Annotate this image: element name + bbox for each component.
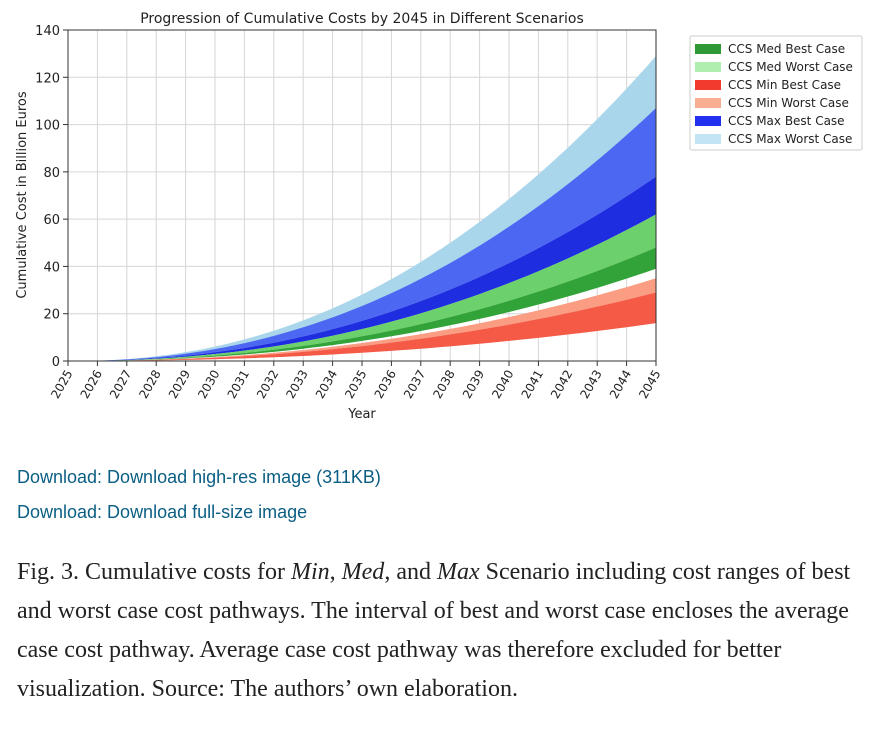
x-tick-label: 2045 (636, 368, 663, 401)
x-tick-label: 2041 (519, 368, 546, 401)
x-tick-label: 2044 (607, 368, 634, 401)
chart: Progression of Cumulative Costs by 2045 … (15, 11, 863, 422)
x-tick-label: 2032 (254, 368, 281, 401)
band-max-worst (68, 56, 656, 361)
y-tick-label: 100 (35, 119, 60, 134)
legend-label: CCS Min Best Case (728, 78, 841, 92)
caption-sep1: , (329, 559, 342, 585)
legend-box (689, 35, 863, 151)
figure: Progression of Cumulative Costs by 2045 … (15, 11, 863, 422)
y-tick-label: 80 (43, 166, 60, 181)
legend-label: CCS Med Best Case (728, 42, 845, 56)
legend-swatch (695, 98, 721, 108)
caption-rest: Scenario including cost ranges of best a… (17, 559, 851, 702)
x-tick-label: 2039 (460, 368, 487, 401)
legend-label: CCS Med Worst Case (728, 60, 853, 74)
download-full-size-link[interactable]: Download: Download full-size image (17, 502, 308, 522)
x-tick-label: 2040 (489, 368, 516, 401)
y-tick-label: 40 (43, 260, 60, 275)
chart-title: Progression of Cumulative Costs by 2045 … (140, 11, 584, 27)
x-tick-label: 2034 (313, 368, 340, 401)
legend-swatch (695, 80, 721, 90)
caption-prefix: Fig. 3. Cumulative costs for (17, 559, 291, 585)
legend-label: CCS Max Worst Case (728, 132, 852, 146)
legend-label: CCS Min Worst Case (728, 96, 849, 110)
band-min-best (68, 292, 656, 361)
x-ticks: 2025 2026 2027 2028 2029 2030 2031 2032 2033 2034… (48, 361, 664, 401)
areas (68, 56, 656, 362)
y-tick-label: 120 (35, 71, 60, 86)
x-tick-label: 2025 (48, 368, 75, 401)
y-tick-label: 20 (43, 308, 60, 323)
caption-med: Med (341, 559, 385, 585)
x-tick-label: 2043 (577, 368, 604, 401)
y-tick-label: 0 (52, 355, 60, 370)
legend-swatch (695, 134, 721, 144)
x-tick-label: 2036 (372, 368, 399, 401)
y-tick-label: 140 (35, 24, 60, 39)
download-links: Download: Download high-res image (311KB… (17, 460, 381, 530)
x-tick-label: 2033 (283, 368, 310, 401)
legend-swatch (695, 62, 721, 72)
caption-max: Max (436, 559, 480, 585)
download-high-res-link[interactable]: Download: Download high-res image (311KB… (17, 467, 381, 487)
band-med-worst (68, 214, 656, 361)
x-tick-label: 2030 (195, 368, 222, 401)
caption-sep2: , and (384, 559, 437, 585)
x-tick-label: 2035 (342, 368, 369, 401)
x-tick-label: 2031 (225, 368, 252, 401)
y-tick-label: 60 (43, 213, 60, 228)
x-tick-label: 2038 (430, 368, 457, 401)
y-ticks: 0 20 40 60 80 100 120 140 (35, 24, 68, 370)
x-tick-label: 2027 (107, 368, 134, 401)
legend-swatch (695, 44, 721, 54)
band-max-overlap (68, 176, 656, 361)
x-tick-label: 2029 (166, 368, 193, 401)
band-max-best (68, 108, 656, 362)
legend-swatch (695, 116, 721, 126)
x-tick-label: 2037 (401, 368, 428, 401)
figure-caption: Fig. 3. Cumulative costs for Min, Med, a… (17, 553, 867, 709)
band-min-worst (68, 278, 656, 361)
caption-min: Min (290, 559, 330, 585)
x-tick-label: 2028 (136, 368, 163, 401)
legend: CCS Med Best Case CCS Med Worst Case CCS M… (689, 35, 863, 151)
x-tick-label: 2026 (78, 368, 105, 401)
x-tick-label: 2042 (548, 368, 575, 401)
band-med-best (68, 247, 656, 361)
y-axis-label: Cumulative Cost in Billion Euros (15, 91, 30, 299)
legend-label: CCS Max Best Case (728, 114, 845, 128)
x-axis-label: Year (347, 407, 376, 422)
